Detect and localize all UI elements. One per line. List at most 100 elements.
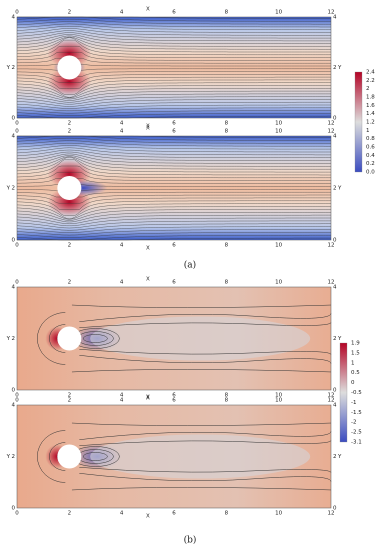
- y-tick-label: 0: [333, 238, 337, 244]
- x-tick-label: 6: [172, 393, 176, 399]
- y-axis-label: Y: [6, 65, 11, 71]
- streamline: [16, 76, 331, 89]
- cylinder: [57, 55, 82, 80]
- y-tick-label: 4: [12, 285, 16, 291]
- x-tick-label: 10: [275, 10, 282, 16]
- x-axis-label: X: [146, 126, 150, 132]
- colorbar-tick-label: 1.9: [351, 341, 360, 347]
- colorbar-tick-label: -2.5: [351, 430, 362, 436]
- streamline: [16, 153, 331, 164]
- x-tick-label: 2: [68, 511, 72, 517]
- colorbar: [354, 71, 363, 173]
- streamline: [16, 209, 331, 221]
- contour: [79, 467, 332, 473]
- streamline: [16, 214, 331, 225]
- streamline: [16, 159, 331, 176]
- streamline: [16, 223, 331, 231]
- y-tick-label: 0: [333, 506, 337, 512]
- streamline: [16, 21, 331, 28]
- x-tick-label: 2: [68, 243, 72, 249]
- y-tick-label: 2: [12, 336, 16, 342]
- streamline: [16, 156, 331, 173]
- streamline: [16, 88, 331, 100]
- y-tick-label: 2: [333, 186, 337, 192]
- streamline: [16, 145, 331, 153]
- colorbar-tick-label: 1.2: [366, 120, 375, 126]
- streamline: [16, 101, 331, 109]
- streamline: [16, 36, 331, 50]
- panel-caption: (a): [184, 260, 196, 271]
- x-axis-label: X: [146, 396, 150, 402]
- colorbar-tick-label: -0.5: [351, 390, 362, 396]
- colorbar-tick-label: -1.5: [351, 410, 362, 416]
- x-tick-label: 6: [172, 280, 176, 286]
- plot-frame: [16, 16, 332, 119]
- streamline: [16, 226, 331, 233]
- streamline: [16, 107, 331, 114]
- streamline: [16, 34, 331, 44]
- colorbar-tick-label: 0.5: [351, 370, 360, 376]
- x-tick-label: 0: [15, 243, 19, 249]
- x-tick-label: 8: [225, 398, 229, 404]
- x-tick-label: 8: [225, 511, 229, 517]
- contour: [79, 322, 332, 328]
- streamline: [16, 23, 331, 30]
- contour: [79, 355, 332, 364]
- y-tick-label: 0: [12, 388, 16, 394]
- streamline: [16, 200, 331, 216]
- contour: [79, 313, 332, 322]
- contour: [83, 334, 108, 343]
- streamline: [16, 74, 331, 83]
- streamline: [16, 90, 331, 101]
- contour: [49, 324, 66, 353]
- y-tick-label: 0: [12, 116, 16, 122]
- x-tick-label: 12: [328, 10, 335, 16]
- y-tick-label: 4: [333, 15, 337, 21]
- streamline: [16, 194, 331, 204]
- streamline: [16, 203, 331, 220]
- contour: [37, 430, 66, 483]
- cylinder: [57, 444, 82, 469]
- x-tick-label: 8: [225, 393, 229, 399]
- x-tick-label: 0: [15, 511, 19, 517]
- colorbar-tick-label: -3.1: [351, 440, 362, 446]
- x-tick-label: 4: [120, 243, 124, 249]
- y-axis-label: Y: [337, 186, 342, 192]
- x-tick-label: 0: [15, 121, 19, 127]
- streamline: [16, 212, 331, 223]
- x-tick-label: 0: [15, 10, 19, 16]
- plot-frame: [16, 286, 332, 391]
- streamline: [16, 26, 331, 33]
- x-tick-label: 10: [275, 398, 282, 404]
- x-tick-label: 8: [225, 243, 229, 249]
- plot-frame: [16, 404, 332, 509]
- y-axis-label: Y: [337, 65, 342, 71]
- x-tick-label: 2: [68, 10, 72, 16]
- streamline: [16, 82, 331, 98]
- streamline: [16, 197, 331, 210]
- y-tick-label: 2: [12, 454, 16, 460]
- wake: [90, 434, 311, 479]
- streamline: [16, 149, 331, 158]
- x-tick-label: 8: [225, 10, 229, 16]
- y-tick-label: 0: [12, 238, 16, 244]
- x-axis-label: X: [146, 277, 150, 283]
- y-tick-label: 2: [333, 65, 337, 71]
- y-axis-label: Y: [337, 454, 342, 460]
- x-tick-label: 12: [328, 393, 335, 399]
- colorbar-tick-label: 0.4: [366, 153, 375, 159]
- x-tick-label: 0: [15, 393, 19, 399]
- x-tick-label: 0: [15, 398, 19, 404]
- streamline: [16, 32, 331, 42]
- x-tick-label: 4: [120, 10, 124, 16]
- wake: [90, 316, 311, 361]
- colorbar-tick-label: 1.6: [366, 103, 375, 109]
- colorbar-tick-label: 2.4: [366, 70, 375, 76]
- y-tick-label: 2: [12, 186, 16, 192]
- x-tick-label: 10: [275, 129, 282, 135]
- colorbar-tick-label: 1.4: [366, 111, 375, 117]
- x-tick-label: 10: [275, 280, 282, 286]
